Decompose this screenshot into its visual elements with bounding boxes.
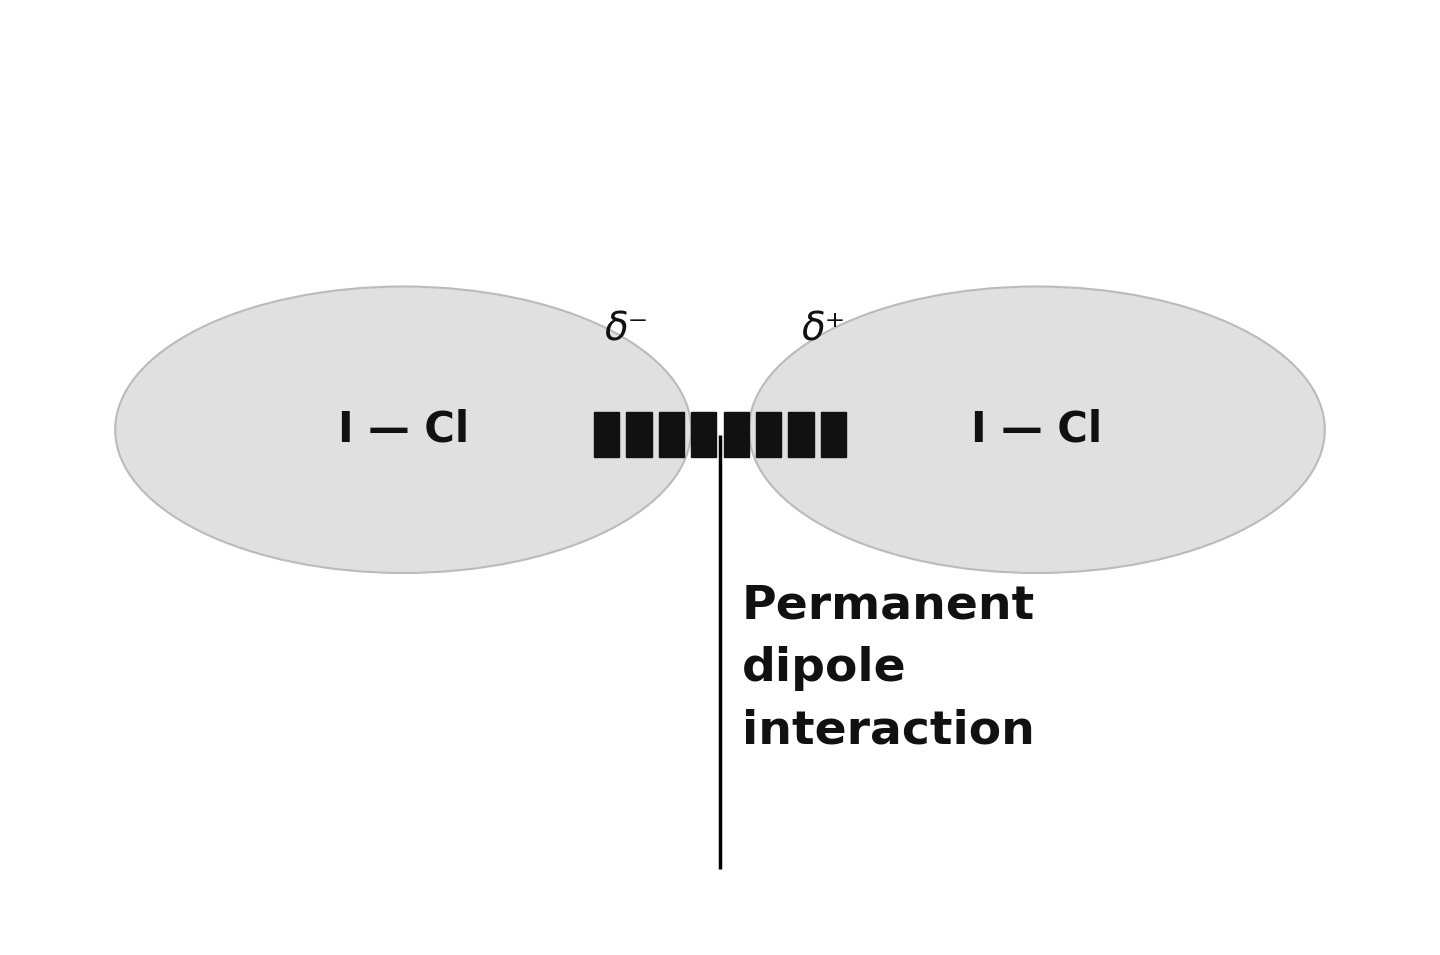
Text: δ⁻: δ⁻ bbox=[605, 310, 648, 349]
Ellipse shape bbox=[115, 286, 691, 573]
Bar bbox=[821, 412, 847, 457]
Bar bbox=[658, 412, 684, 457]
Text: I — Cl: I — Cl bbox=[971, 409, 1103, 451]
Bar bbox=[626, 412, 652, 457]
Ellipse shape bbox=[749, 286, 1325, 573]
Text: I — Cl: I — Cl bbox=[337, 409, 469, 451]
Bar bbox=[788, 412, 814, 457]
Text: Permanent
dipole
interaction: Permanent dipole interaction bbox=[742, 584, 1035, 753]
Text: δ⁺: δ⁺ bbox=[802, 310, 845, 349]
Bar bbox=[691, 412, 717, 457]
Bar bbox=[593, 412, 619, 457]
Bar bbox=[756, 412, 782, 457]
Bar bbox=[723, 412, 749, 457]
